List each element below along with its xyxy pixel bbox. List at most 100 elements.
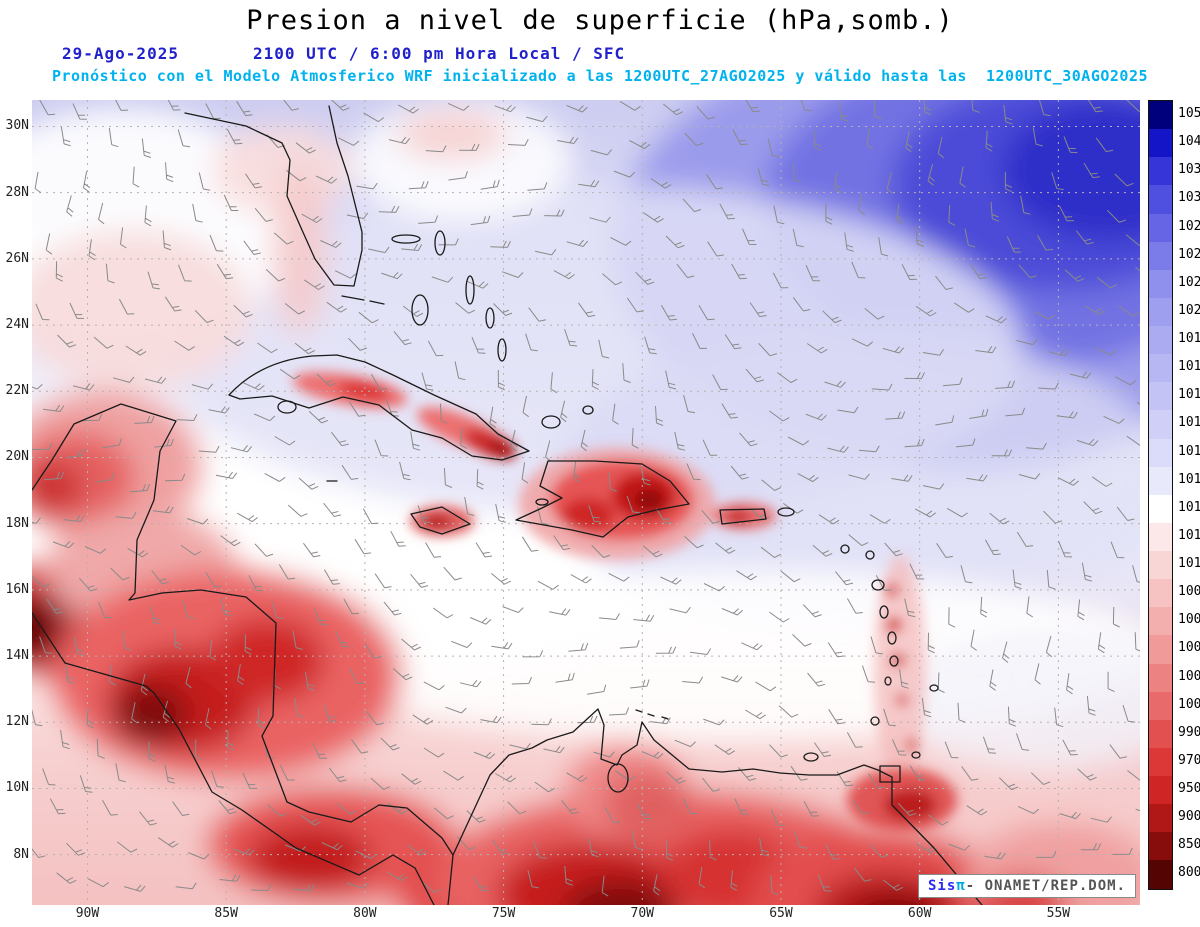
coast-margarita: [803, 752, 819, 762]
colorbar-value: 1022: [1178, 274, 1200, 290]
colorbar-swatch: [1149, 129, 1172, 158]
colorbar-swatch: [1149, 860, 1172, 889]
lat-tick-label: 8N: [13, 846, 29, 862]
lat-tick-label: 10N: [5, 780, 29, 796]
coast-central-america-pacific: [32, 612, 435, 905]
colorbar-swatches: [1148, 100, 1173, 890]
wind-barbs: [32, 100, 1140, 897]
coast-jamaica: [410, 506, 471, 535]
coast-bahamas: [391, 230, 594, 429]
lat-tick-label: 12N: [5, 714, 29, 730]
coast-lesser-antilles: [777, 507, 939, 759]
valid-time: 2100 UTC / 6:00 pm Hora Local / SFC: [253, 44, 626, 63]
coast-trinidad: [879, 765, 901, 783]
lat-tick-label: 16N: [5, 581, 29, 597]
colorbar-swatch: [1149, 691, 1172, 720]
colorbar-swatch: [1149, 185, 1172, 214]
colorbar-value: 1002: [1178, 668, 1200, 684]
colorbar-swatch: [1149, 157, 1172, 186]
colorbar-swatch: [1149, 101, 1172, 130]
colorbar-swatch: [1149, 579, 1172, 608]
coast-abc-islands: [635, 709, 669, 720]
grid-lines: [32, 100, 1140, 905]
model-info-line: Pronóstico con el Modelo Atmosferico WRF…: [51, 67, 1149, 85]
colorbar-value: 1040: [1178, 134, 1200, 150]
colorbar-value: 1006: [1178, 612, 1200, 628]
colorbar-value: 1014: [1178, 471, 1200, 487]
colorbar-value: 1008: [1178, 584, 1200, 600]
colorbar-value: 1028: [1178, 218, 1200, 234]
lon-tick-label: 75W: [491, 906, 516, 921]
colorbar-swatch: [1149, 635, 1172, 664]
colorbar-swatch: [1149, 354, 1172, 383]
coast-central-america-caribbean: [32, 403, 454, 905]
coast-hispaniola: [515, 460, 690, 538]
lon-tick-label: 70W: [630, 906, 654, 921]
colorbar-swatch: [1149, 438, 1172, 467]
colorbar-swatch: [1149, 747, 1172, 776]
colorbar-labels: 1050 1040 1035 1030 1028 1025 1022 1020 1019 1018…: [1178, 100, 1200, 890]
coast-maracaibo-lake: [607, 763, 629, 793]
colorbar-value: 1017: [1178, 387, 1200, 403]
colorbar-value: 970: [1178, 752, 1200, 768]
coast-cuba: [228, 354, 530, 461]
colorbar-swatch: [1149, 551, 1172, 580]
colorbar-swatch: [1149, 382, 1172, 411]
colorbar-value: 1020: [1178, 302, 1200, 318]
colorbar-value: 1013: [1178, 499, 1200, 515]
colorbar-value: 850: [1178, 837, 1200, 853]
lat-tick-label: 24N: [5, 317, 29, 333]
colorbar-value: 1025: [1178, 246, 1200, 262]
colorbar-value: 800: [1178, 865, 1200, 881]
pressure-map: [32, 100, 1140, 905]
colorbar-swatch: [1149, 213, 1172, 242]
colorbar-swatch: [1149, 776, 1172, 805]
attribution-text: ONAMET/REP.DOM.: [984, 878, 1127, 894]
colorbar-swatch: [1149, 607, 1172, 636]
lat-tick-label: 20N: [5, 449, 29, 465]
attribution-sis: Sis: [928, 878, 957, 894]
valid-date: 29-Ago-2025: [62, 44, 179, 63]
colorbar-value: 1018: [1178, 359, 1200, 375]
coastlines: [32, 105, 983, 905]
colorbar-swatch: [1149, 494, 1172, 523]
coast-isle-of-youth: [277, 400, 297, 414]
colorbar-swatch: [1149, 326, 1172, 355]
lat-tick-label: 22N: [5, 383, 29, 399]
colorbar-value: 950: [1178, 781, 1200, 796]
colorbar-swatch: [1149, 832, 1172, 861]
lon-tick-label: 60W: [907, 906, 932, 921]
lon-tick-label: 90W: [75, 906, 100, 921]
colorbar-swatch: [1149, 297, 1172, 326]
coast-south-america: [452, 708, 983, 905]
lat-tick-label: 18N: [5, 515, 29, 531]
colorbar-value: 1035: [1178, 162, 1200, 178]
lon-tick-label: 65W: [769, 906, 793, 921]
colorbar-value: 1019: [1178, 331, 1200, 346]
colorbar-swatch: [1149, 410, 1172, 439]
attribution-dash: -: [965, 878, 985, 894]
colorbar-value: 1012: [1178, 527, 1200, 543]
colorbar-swatch: [1149, 466, 1172, 495]
lat-tick-label: 28N: [5, 184, 29, 200]
lon-tick-label: 80W: [353, 906, 377, 921]
lon-tick-label: 55W: [1046, 906, 1071, 921]
colorbar-value: 1030: [1178, 190, 1200, 206]
coast-florida: [184, 105, 363, 287]
lon-tick-label: 85W: [214, 906, 238, 921]
lat-tick-label: 14N: [5, 648, 29, 664]
attribution-box: Sisπ- ONAMET/REP.DOM.: [918, 874, 1137, 898]
colorbar-swatch: [1149, 269, 1172, 298]
colorbar-value: 1050: [1178, 106, 1200, 121]
colorbar-swatch: [1149, 663, 1172, 692]
coast-puerto-rico: [719, 508, 767, 525]
colorbar-swatch: [1149, 522, 1172, 551]
lat-tick-label: 30N: [5, 118, 29, 134]
wind-barb-field: [32, 100, 1140, 897]
colorbar-value: 990: [1178, 724, 1200, 740]
coast-florida-keys: [341, 295, 385, 305]
colorbar-value: 1016: [1178, 415, 1200, 431]
colorbar-swatch: [1149, 719, 1172, 748]
pressure-colorbar: 1050 1040 1035 1030 1028 1025 1022 1020 1019 1018…: [1148, 100, 1200, 890]
